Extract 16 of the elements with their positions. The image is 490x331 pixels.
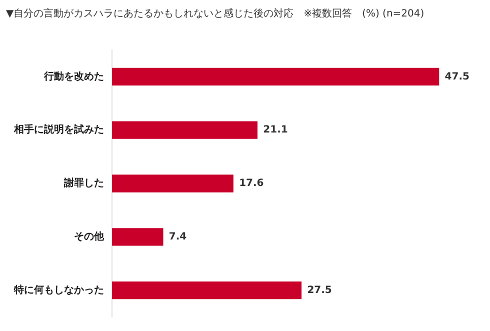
bar — [112, 281, 302, 300]
y-tick-label: 行動を改めた — [43, 70, 104, 82]
bar — [112, 68, 440, 86]
y-tick-label: 謝罪した — [63, 177, 104, 190]
y-tick-label: 特に何もしなかった — [13, 284, 104, 296]
data-label: 47.5 — [444, 71, 470, 82]
data-label: 27.5 — [307, 284, 332, 296]
data-label: 17.6 — [239, 178, 264, 190]
bar — [112, 174, 234, 192]
bar — [112, 121, 258, 139]
y-tick-label: 相手に説明を試みた — [13, 124, 104, 136]
y-tick-label: その他 — [74, 230, 105, 242]
bar — [112, 228, 164, 246]
data-label: 21.1 — [263, 124, 288, 136]
data-label: 7.4 — [168, 231, 187, 242]
chart-title: ▼自分の言動がカスハラにあたるかもしれないと感じた後の対応 ※複数回答 (%) (n=204) — [6, 8, 424, 20]
